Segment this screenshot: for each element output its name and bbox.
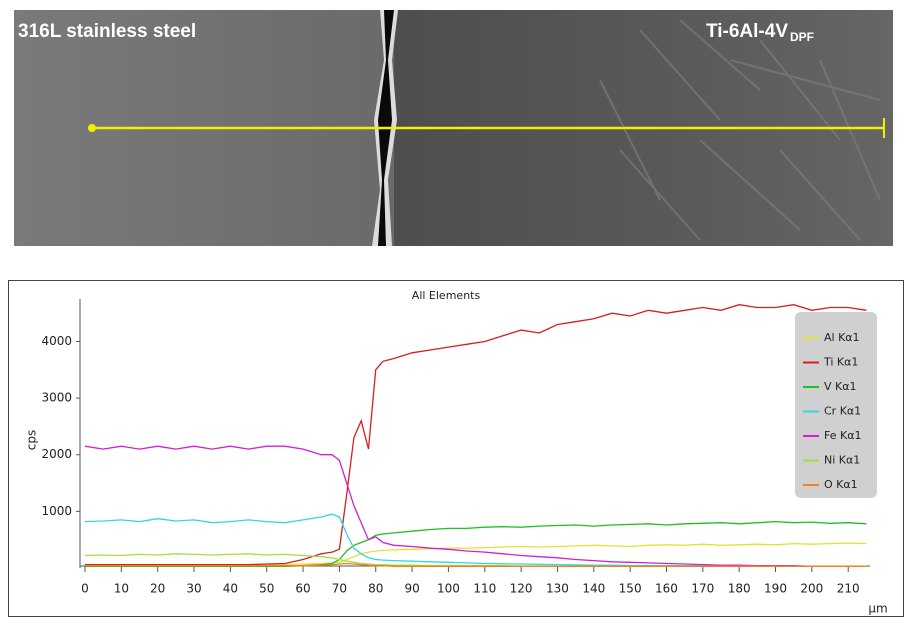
x-tick-label: 210: [837, 582, 860, 596]
scan-start: [88, 124, 96, 132]
x-tick-label: 180: [728, 582, 751, 596]
x-tick-label: 40: [223, 582, 238, 596]
legend-label: V Kα1: [824, 380, 856, 393]
x-tick-label: 60: [295, 582, 310, 596]
chart-title: All Elements: [412, 289, 481, 302]
x-tick-label: 120: [510, 582, 533, 596]
x-tick-label: 80: [368, 582, 383, 596]
x-tick-label: 150: [619, 582, 642, 596]
x-tick-label: 200: [800, 582, 823, 596]
x-tick-label: 90: [404, 582, 419, 596]
x-tick-label: 0: [81, 582, 89, 596]
x-tick-label: 50: [259, 582, 274, 596]
figure: 316L stainless steel Ti-6Al-4V DPF All E…: [0, 0, 905, 619]
x-tick-label: 170: [691, 582, 714, 596]
legend-label: Ni Kα1: [824, 454, 860, 467]
left-label: 316L stainless steel: [18, 21, 196, 42]
right-label: Ti-6Al-4V: [706, 21, 788, 42]
legend-label: Al Kα1: [824, 331, 860, 344]
x-tick-label: 30: [186, 582, 201, 596]
legend-label: Ti Kα1: [823, 356, 858, 369]
y-tick-label: 3000: [41, 391, 72, 405]
x-tick-label: 190: [764, 582, 787, 596]
legend-label: Fe Kα1: [824, 429, 861, 442]
x-tick-label: 10: [114, 582, 129, 596]
y-tick-label: 1000: [41, 504, 72, 518]
x-tick-label: 20: [150, 582, 165, 596]
y-tick-label: 2000: [41, 447, 72, 461]
x-tick-label: 110: [473, 582, 496, 596]
x-tick-label: 160: [655, 582, 678, 596]
y-tick-label: 4000: [41, 334, 72, 348]
right-label-subscript: DPF: [790, 30, 814, 44]
x-tick-label: 140: [582, 582, 605, 596]
x-tick-label: 130: [546, 582, 569, 596]
x-axis-label: µm: [868, 602, 887, 616]
y-axis-label: cps: [25, 430, 39, 450]
legend-label: Cr Kα1: [824, 405, 861, 418]
x-tick-label: 100: [437, 582, 460, 596]
sem-image: 316L stainless steel Ti-6Al-4V DPF: [14, 10, 893, 246]
legend-label: O Kα1: [824, 478, 858, 491]
x-tick-label: 70: [332, 582, 347, 596]
